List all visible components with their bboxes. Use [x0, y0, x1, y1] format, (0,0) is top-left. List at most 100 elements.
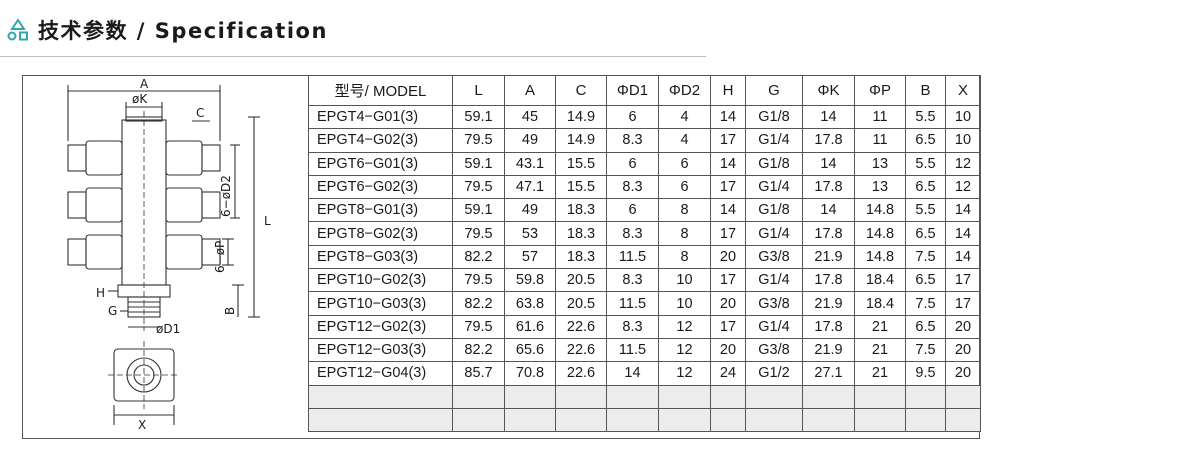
value-cell: 5.5 — [905, 151, 946, 176]
value-cell — [452, 407, 505, 433]
value-cell: 18.3 — [555, 221, 607, 246]
value-cell: 18.3 — [555, 244, 607, 270]
value-cell: 22.6 — [555, 361, 607, 386]
value-cell — [504, 407, 556, 433]
value-cell — [504, 384, 556, 409]
value-cell: 11.5 — [606, 244, 659, 270]
value-cell: G1/4 — [745, 314, 803, 339]
value-cell: 79.5 — [452, 128, 505, 153]
value-cell — [802, 407, 855, 433]
value-cell: G1/4 — [745, 128, 803, 153]
value-cell: 20 — [945, 337, 981, 363]
value-cell — [854, 407, 906, 433]
value-cell: 10 — [658, 291, 711, 316]
value-cell: 17 — [710, 174, 746, 200]
value-cell: 8 — [658, 198, 711, 223]
value-cell: 6 — [606, 151, 659, 176]
value-cell — [854, 384, 906, 409]
value-cell: 8 — [658, 244, 711, 270]
value-cell: 5.5 — [905, 198, 946, 223]
table-row: EPGT4−G01(3) 59.1 45 14.9 6 4 14 G1/8 14 11 5.5 10 — [308, 104, 981, 130]
value-cell: 8.3 — [606, 268, 659, 293]
value-cell: 14.8 — [854, 244, 906, 270]
value-cell: 79.5 — [452, 174, 505, 200]
value-cell: 21.9 — [802, 244, 855, 270]
model-cell: EPGT12−G04(3) — [308, 361, 453, 386]
value-cell: G1/4 — [745, 221, 803, 246]
column-header: B — [905, 75, 946, 106]
value-cell: 20 — [710, 291, 746, 316]
model-cell: EPGT10−G02(3) — [308, 268, 453, 293]
section-header: 技术参数 / Specification — [6, 12, 328, 48]
dim-label-g: G — [108, 304, 117, 318]
table-row — [308, 384, 981, 409]
value-cell: 22.6 — [555, 314, 607, 339]
column-header: ΦD2 — [658, 75, 711, 106]
model-cell: EPGT4−G01(3) — [308, 104, 453, 130]
column-header: ΦK — [802, 75, 855, 106]
value-cell: 20.5 — [555, 268, 607, 293]
value-cell: 6.5 — [905, 221, 946, 246]
value-cell: 49 — [504, 128, 556, 153]
fitting-diagram: A øK C 6−øD2 L 6−øP H B G øD1 X — [67, 77, 271, 432]
value-cell: 17 — [710, 268, 746, 293]
value-cell: 20 — [710, 244, 746, 270]
value-cell: 14.8 — [854, 221, 906, 246]
value-cell: 14 — [802, 198, 855, 223]
value-cell: 17 — [945, 268, 981, 293]
column-header: H — [710, 75, 746, 106]
value-cell: 24 — [710, 361, 746, 386]
value-cell: 12 — [658, 314, 711, 339]
value-cell: 7.5 — [905, 291, 946, 316]
value-cell: 82.2 — [452, 291, 505, 316]
value-cell: 22.6 — [555, 337, 607, 363]
value-cell: 12 — [658, 337, 711, 363]
header-divider — [0, 56, 706, 57]
value-cell: 17 — [710, 221, 746, 246]
value-cell: 21 — [854, 314, 906, 339]
value-cell: 49 — [504, 198, 556, 223]
model-cell — [308, 407, 453, 433]
value-cell: 79.5 — [452, 268, 505, 293]
value-cell: 14 — [710, 151, 746, 176]
value-cell: 21 — [854, 361, 906, 386]
value-cell: 45 — [504, 104, 556, 130]
value-cell — [945, 407, 981, 433]
value-cell — [555, 384, 607, 409]
column-header: C — [555, 75, 607, 106]
value-cell: 14 — [710, 198, 746, 223]
value-cell: G1/8 — [745, 198, 803, 223]
table-row: EPGT12−G02(3) 79.5 61.6 22.6 8.3 12 17 G1/4 17.8… — [308, 314, 981, 339]
value-cell: 14 — [606, 361, 659, 386]
table-row — [308, 407, 981, 433]
value-cell: 14.8 — [854, 198, 906, 223]
value-cell: 17.8 — [802, 314, 855, 339]
value-cell: 17.8 — [802, 268, 855, 293]
value-cell: 82.2 — [452, 337, 505, 363]
value-cell: 70.8 — [504, 361, 556, 386]
table-row: EPGT8−G01(3) 59.1 49 18.3 6 8 14 G1/8 14 14.8 5.5 1… — [308, 198, 981, 223]
value-cell: 57 — [504, 244, 556, 270]
model-cell: EPGT10−G03(3) — [308, 291, 453, 316]
dim-label-c: C — [196, 106, 204, 120]
column-header: G — [745, 75, 803, 106]
value-cell: 18.3 — [555, 198, 607, 223]
dim-label-h: H — [96, 286, 105, 300]
value-cell: 47.1 — [504, 174, 556, 200]
value-cell: 11 — [854, 128, 906, 153]
value-cell: 14.9 — [555, 104, 607, 130]
value-cell — [802, 384, 855, 409]
table-row: EPGT6−G02(3) 79.5 47.1 15.5 8.3 6 17 G1/4 17.8 13… — [308, 174, 981, 200]
value-cell: 9.5 — [905, 361, 946, 386]
table-row: EPGT6−G01(3) 59.1 43.1 15.5 6 6 14 G1/8 14 13 5.5 1… — [308, 151, 981, 176]
value-cell: 12 — [945, 151, 981, 176]
value-cell: 20 — [710, 337, 746, 363]
value-cell: 14 — [945, 221, 981, 246]
triangle-circle-square-icon — [7, 18, 28, 41]
model-cell: EPGT8−G01(3) — [308, 198, 453, 223]
value-cell — [905, 407, 946, 433]
model-cell: EPGT12−G02(3) — [308, 314, 453, 339]
value-cell: 61.6 — [504, 314, 556, 339]
value-cell: 14 — [710, 104, 746, 130]
table-row: EPGT10−G03(3) 82.2 63.8 20.5 11.5 10 20 G3/8 21.… — [308, 291, 981, 316]
